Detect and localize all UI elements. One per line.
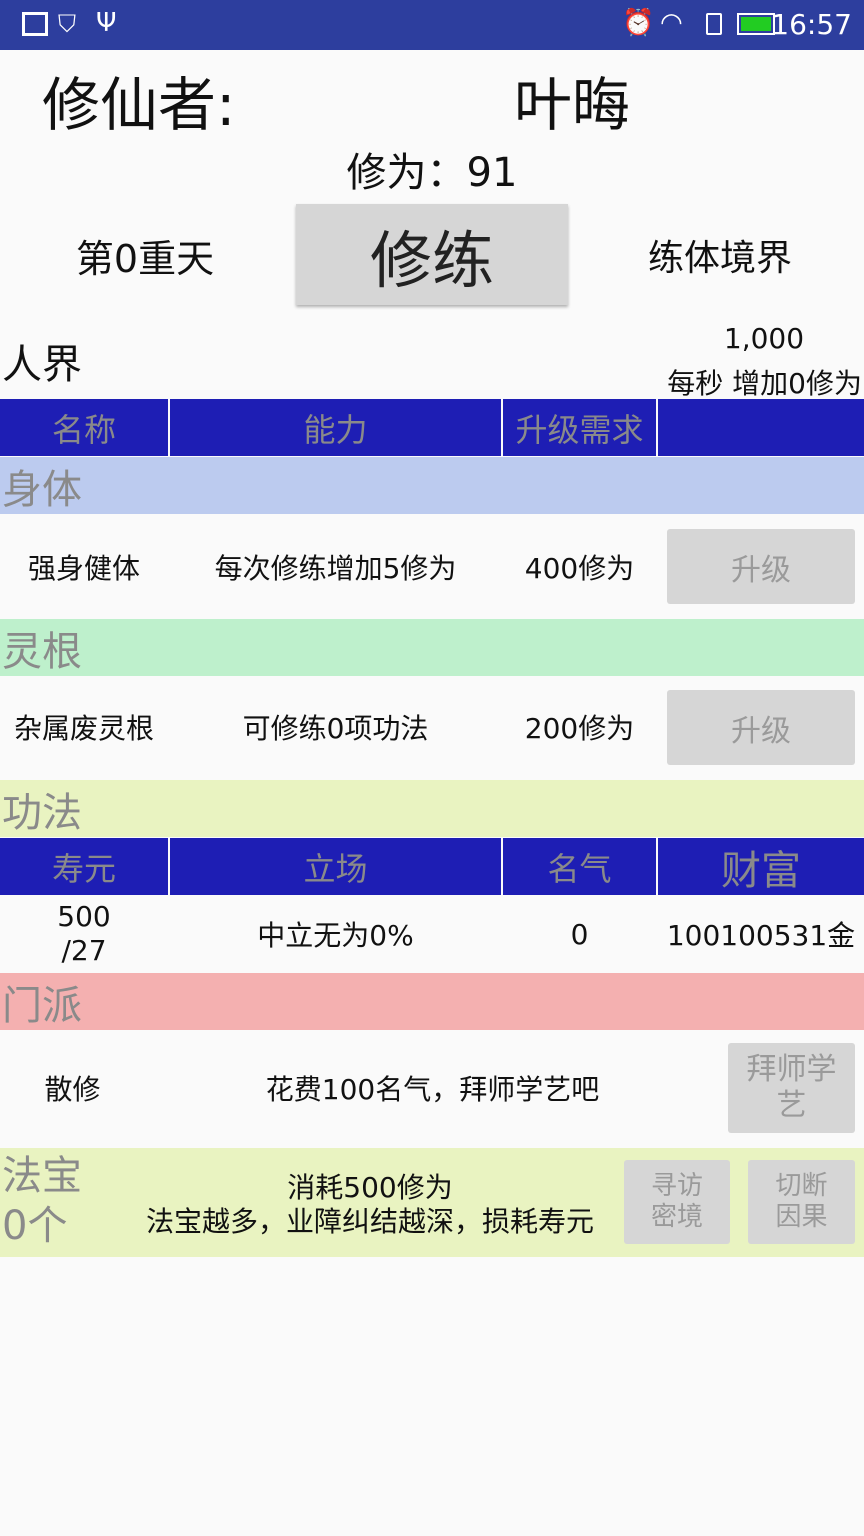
treasure-cost: 消耗500修为 bbox=[287, 1171, 453, 1204]
wealth-value: 100100531金 bbox=[666, 919, 856, 952]
upgrade-root-button[interactable]: 升级 bbox=[667, 690, 855, 765]
section-body: 身体 bbox=[0, 457, 864, 514]
upgrade-body-button[interactable]: 升级 bbox=[667, 529, 855, 604]
realm-label: 练体境界 bbox=[647, 238, 792, 279]
treasure-count: 0个 bbox=[2, 1203, 68, 1249]
section-skill: 功法 bbox=[0, 780, 864, 837]
battery-icon bbox=[737, 13, 775, 35]
header-stance: 立场 bbox=[170, 838, 501, 895]
sect-name: 散修 bbox=[44, 1073, 101, 1106]
header-ability: 能力 bbox=[170, 399, 501, 456]
header-cost: 升级需求 bbox=[503, 399, 656, 456]
status-bar: ⛉ Ψ ⏰ ◠ 16:57 bbox=[0, 0, 864, 50]
player-label: 修仙者: bbox=[42, 71, 236, 139]
header-lifespan: 寿元 bbox=[0, 838, 168, 895]
row-ability: 可修练0项功法 bbox=[242, 712, 429, 745]
stage-level: 第0重天 bbox=[75, 236, 215, 281]
row-name: 杂属废灵根 bbox=[13, 712, 154, 745]
search-realm-button[interactable]: 寻访密境 bbox=[624, 1160, 730, 1244]
section-sect: 门派 bbox=[0, 973, 864, 1030]
section-root: 灵根 bbox=[0, 619, 864, 676]
cut-karma-button[interactable]: 切断因果 bbox=[748, 1160, 855, 1244]
sect-desc: 花费100名气，拜师学艺吧 bbox=[265, 1073, 600, 1106]
header-fame: 名气 bbox=[503, 838, 656, 895]
header-action bbox=[658, 399, 864, 456]
world-amount: 1,000 bbox=[723, 322, 805, 355]
clock: 16:57 bbox=[771, 8, 852, 41]
row-cost: 400修为 bbox=[524, 552, 635, 585]
stance-value: 中立无为0% bbox=[257, 919, 414, 952]
header-wealth: 财富 bbox=[658, 838, 864, 895]
alarm-icon: ⏰ bbox=[622, 8, 655, 38]
world-name: 人界 bbox=[2, 342, 82, 388]
sim-icon bbox=[706, 13, 722, 35]
header-name: 名称 bbox=[0, 399, 168, 456]
wifi-icon: ◠ bbox=[660, 8, 683, 38]
apprentice-button[interactable]: 拜师学艺 bbox=[728, 1043, 855, 1133]
treasure-desc: 法宝越多，业障纠结越深，损耗寿元 bbox=[145, 1205, 594, 1238]
shield-icon: ⛉ bbox=[58, 10, 76, 38]
lifespan-value: 500 /27 bbox=[57, 900, 111, 967]
cultivation-value: 修为：91 bbox=[346, 150, 518, 196]
usb-icon: Ψ bbox=[96, 8, 117, 38]
train-button[interactable]: 修练 bbox=[296, 204, 568, 305]
row-ability: 每次修练增加5修为 bbox=[214, 552, 457, 585]
treasure-label: 法宝 bbox=[2, 1153, 82, 1199]
world-rate: 每秒 增加0修为 bbox=[667, 367, 862, 400]
player-name: 叶晦 bbox=[514, 71, 631, 139]
image-icon bbox=[22, 12, 48, 36]
row-name: 强身健体 bbox=[27, 552, 140, 585]
row-cost: 200修为 bbox=[524, 712, 635, 745]
fame-value: 0 bbox=[570, 917, 589, 951]
